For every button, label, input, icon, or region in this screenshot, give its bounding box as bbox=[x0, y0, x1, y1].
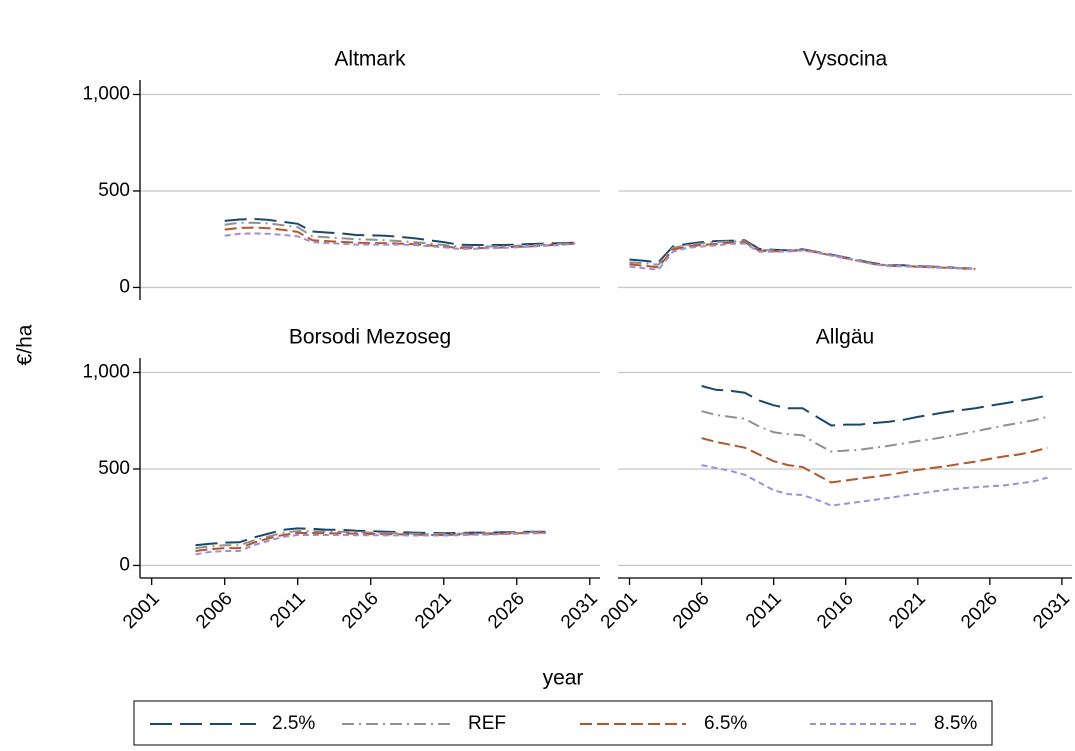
x-tick-label: 2016 bbox=[813, 588, 858, 633]
panel-title: Borsodi Mezoseg bbox=[289, 326, 451, 349]
x-tick-label: 2031 bbox=[1029, 588, 1074, 633]
panel-title: Allgäu bbox=[816, 326, 874, 349]
x-tick-label: 2006 bbox=[669, 588, 714, 633]
series-line bbox=[701, 385, 1048, 427]
series-line bbox=[701, 464, 1048, 507]
panel-title: Altmark bbox=[334, 48, 406, 71]
x-axis-label: year bbox=[543, 667, 584, 690]
legend-label: 6.5% bbox=[704, 713, 747, 734]
y-tick-label: 500 bbox=[98, 180, 130, 201]
x-tick-label: 2011 bbox=[742, 588, 786, 632]
series-line bbox=[701, 410, 1048, 453]
legend-box bbox=[133, 700, 993, 746]
series-line bbox=[629, 239, 976, 270]
x-tick-label: 2001 bbox=[119, 588, 164, 633]
y-tick-label: 0 bbox=[119, 554, 130, 575]
x-tick-label: 2026 bbox=[957, 588, 1002, 633]
panel-title: Vysocina bbox=[803, 48, 888, 71]
x-tick-label: 2011 bbox=[266, 588, 310, 632]
x-tick-label: 2006 bbox=[192, 588, 237, 633]
y-tick-label: 1,000 bbox=[82, 361, 130, 382]
series-line bbox=[629, 240, 976, 270]
y-axis-label: €/ha bbox=[14, 324, 37, 365]
x-tick-label: 2021 bbox=[411, 588, 456, 633]
legend-label: 8.5% bbox=[934, 713, 977, 734]
x-tick-label: 2026 bbox=[484, 588, 529, 633]
x-tick-label: 2021 bbox=[885, 588, 930, 633]
x-tick-label: 2001 bbox=[597, 588, 642, 633]
series-line bbox=[224, 232, 576, 250]
legend-label: REF bbox=[468, 713, 506, 734]
legend-label: 2.5% bbox=[272, 713, 315, 734]
y-tick-label: 0 bbox=[119, 276, 130, 297]
series-line bbox=[195, 532, 547, 556]
x-tick-label: 2031 bbox=[557, 588, 602, 633]
y-tick-label: 1,000 bbox=[82, 83, 130, 104]
y-tick-label: 500 bbox=[98, 458, 130, 479]
x-tick-label: 2016 bbox=[338, 588, 383, 633]
series-line bbox=[629, 242, 976, 271]
series-line bbox=[701, 437, 1048, 484]
series-line bbox=[224, 221, 576, 248]
